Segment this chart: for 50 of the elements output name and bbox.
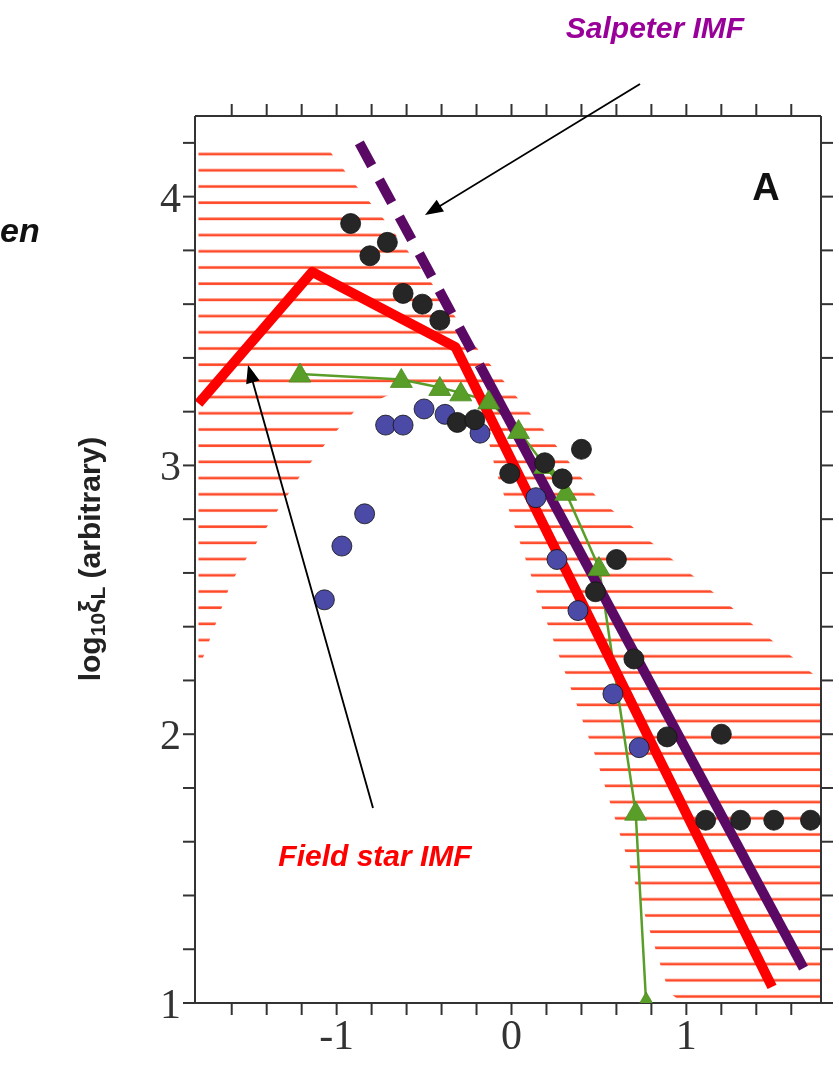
point <box>800 809 821 831</box>
x-tick-label: 0 <box>501 1011 522 1058</box>
point <box>429 309 451 331</box>
text: en <box>0 211 40 249</box>
point <box>449 381 473 402</box>
point <box>763 809 785 831</box>
point <box>624 800 648 821</box>
point <box>389 368 413 388</box>
point <box>602 683 624 705</box>
y-tick-label: 3 <box>160 443 181 490</box>
annotation: Field star IMF <box>278 839 473 872</box>
point <box>507 419 530 439</box>
point <box>567 600 589 621</box>
point <box>730 809 751 831</box>
point <box>546 549 568 570</box>
annotation: A <box>752 166 780 208</box>
point <box>376 231 398 253</box>
point <box>288 362 312 383</box>
point <box>710 723 732 745</box>
point <box>606 549 627 570</box>
point <box>392 414 414 436</box>
point <box>464 409 486 431</box>
point <box>340 213 362 234</box>
point <box>375 414 396 436</box>
point <box>623 648 645 670</box>
y-tick-label: 2 <box>160 712 181 759</box>
text: Salpeter IMF <box>565 11 745 44</box>
point <box>446 412 468 433</box>
point <box>477 389 501 410</box>
x-tick-label: 1 <box>675 1011 697 1058</box>
point <box>571 438 592 460</box>
point <box>331 535 353 557</box>
point <box>428 376 452 396</box>
y-tick-label: 4 <box>160 174 181 221</box>
point <box>392 283 414 304</box>
point <box>525 487 547 509</box>
x-tick-label: -1 <box>319 1011 355 1058</box>
point <box>499 463 521 484</box>
point <box>628 737 650 759</box>
point <box>695 809 716 831</box>
point <box>411 293 433 315</box>
point <box>656 726 678 748</box>
point <box>314 589 335 611</box>
point <box>413 398 435 420</box>
point <box>585 581 606 603</box>
point <box>551 468 573 490</box>
point <box>354 503 376 525</box>
point <box>359 245 381 267</box>
point <box>587 556 611 576</box>
y-tick-label: 1 <box>160 980 181 1027</box>
